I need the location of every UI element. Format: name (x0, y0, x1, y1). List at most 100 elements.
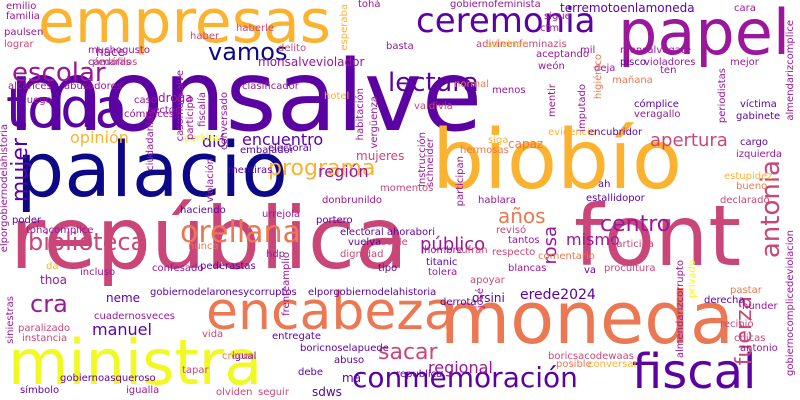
cloud-word: hotel (324, 91, 350, 102)
cloud-word: ceremonia (416, 1, 596, 41)
cloud-word: frenteamplio (281, 252, 292, 316)
cloud-word: orsini (472, 291, 505, 305)
cloud-word: pisco (620, 57, 646, 68)
cloud-word: perkins (184, 133, 221, 144)
cloud-word: gobiernofeminista (450, 0, 541, 10)
cloud-word: biblioteca (28, 228, 146, 256)
cloud-word: embajador (240, 145, 294, 156)
cloud-word: víctima (740, 99, 777, 110)
cloud-word: boricsacodewaas (548, 351, 634, 362)
cloud-word: izquierda (736, 149, 783, 160)
cloud-word: toda (6, 77, 128, 140)
cloud-word: región (318, 162, 369, 181)
cloud-word: ctm (540, 23, 560, 34)
cloud-word: imputado (577, 84, 588, 132)
cloud-word: vuelva (348, 237, 382, 248)
cloud-word: incluso (80, 267, 116, 278)
cloud-word: procultura (604, 263, 656, 274)
cloud-word: veragallo (634, 109, 681, 120)
cloud-word: conmemoración (352, 361, 578, 394)
cloud-word: alcances (8, 81, 52, 92)
cloud-word: participa (610, 239, 655, 250)
cloud-word: familia (6, 11, 40, 22)
cloud-word: cargo (740, 137, 769, 148)
cloud-word: cómplices (124, 109, 175, 120)
cloud-word: cuadernos (94, 311, 147, 322)
cloud-word: crecer (222, 351, 254, 362)
cloud-word: portero (316, 215, 353, 226)
cloud-word: menos (492, 85, 526, 96)
cloud-word: emilio (6, 1, 37, 12)
cloud-word: pedófilos (92, 57, 138, 68)
cloud-word: da (46, 261, 59, 272)
cloud-word: haberle (236, 23, 275, 34)
cloud-word: sector (148, 105, 180, 116)
cloud-word: tipo (378, 263, 398, 274)
cloud-word: manuel (92, 320, 152, 339)
cloud-word: josé (475, 288, 486, 309)
cloud-word: gobiernoasqueroso (60, 373, 156, 384)
cloud-word: dió (202, 132, 227, 151)
cloud-word: participo (185, 96, 196, 141)
cloud-word: república (10, 189, 408, 289)
cloud-word: encuentro (242, 130, 324, 149)
cloud-word: participan (455, 156, 466, 207)
cloud-word: lograr (4, 39, 34, 50)
cloud-word: boricnoselapuede (300, 343, 389, 354)
cloud-word: ciudadanía (145, 116, 156, 171)
cloud-word: vida (202, 329, 224, 340)
cloud-word: chicas (734, 333, 766, 344)
cloud-word: electoral (268, 143, 312, 154)
cloud-word: esperaba (339, 4, 350, 51)
cloud-word: paulsen (4, 27, 44, 38)
cloud-word: siga (488, 135, 509, 146)
cloud-word: veces (146, 311, 175, 322)
cloud-word: abusadores (64, 81, 122, 92)
cloud-word: antonio (740, 343, 778, 354)
cloud-word: monsalvegate (620, 45, 691, 56)
cloud-word: gobiernocomplicedeviolacion (785, 230, 796, 377)
cloud-word: deja (594, 63, 616, 74)
cloud-word: electoral ahorabori (340, 227, 435, 238)
cloud-word: programa (268, 156, 376, 181)
cloud-word: tapar (182, 365, 209, 376)
cloud-word: siniestras (5, 296, 16, 344)
cloud-word: confesado (152, 263, 204, 274)
cloud-word: haber (190, 31, 220, 42)
cloud-word: seguir (258, 387, 289, 398)
cloud-word: mejor (730, 57, 759, 68)
cloud-word: hace (96, 45, 125, 59)
cloud-word: encabeza (206, 282, 456, 342)
cloud-word: años (498, 204, 546, 228)
cloud-word: habitación (355, 88, 366, 141)
cloud-word: gobiernodelaronesycorruptos (150, 287, 297, 298)
cloud-word: clasificador (242, 81, 299, 92)
cloud-word: palacio (16, 125, 288, 214)
cloud-word: monsalveviolador (258, 55, 365, 69)
cloud-word: escolar (12, 58, 106, 88)
cloud-word: adivinenfeminazis (476, 39, 567, 50)
cloud-word: aceptando (536, 49, 589, 60)
cloud-word: olviden (216, 387, 253, 398)
cloud-word: adivinen (486, 39, 529, 50)
cloud-word: opinión (70, 128, 129, 147)
cloud-word: donbrunildo (322, 195, 382, 206)
cloud-word: comentario (538, 251, 595, 262)
cloud-word: moneda (440, 276, 734, 360)
cloud-word: estupidez (724, 171, 773, 182)
cloud-word: mismo (566, 230, 620, 249)
cloud-word: orellana (180, 215, 301, 250)
cloud-word: doble (380, 237, 408, 248)
cloud-word: neme (106, 291, 141, 305)
cloud-word: haciendo (180, 205, 226, 216)
cloud-word: terremotoenlamoneda (560, 1, 695, 15)
cloud-word: ten (660, 65, 677, 76)
cloud-word: biobío (432, 113, 683, 208)
cloud-word: vergüenza (369, 96, 380, 149)
cloud-word: hombre (424, 245, 463, 256)
cloud-word: pederastas (200, 261, 256, 272)
cloud-word: droga (158, 91, 193, 105)
cloud-word: mujer (8, 138, 33, 203)
cloud-word: ministra (8, 326, 263, 399)
